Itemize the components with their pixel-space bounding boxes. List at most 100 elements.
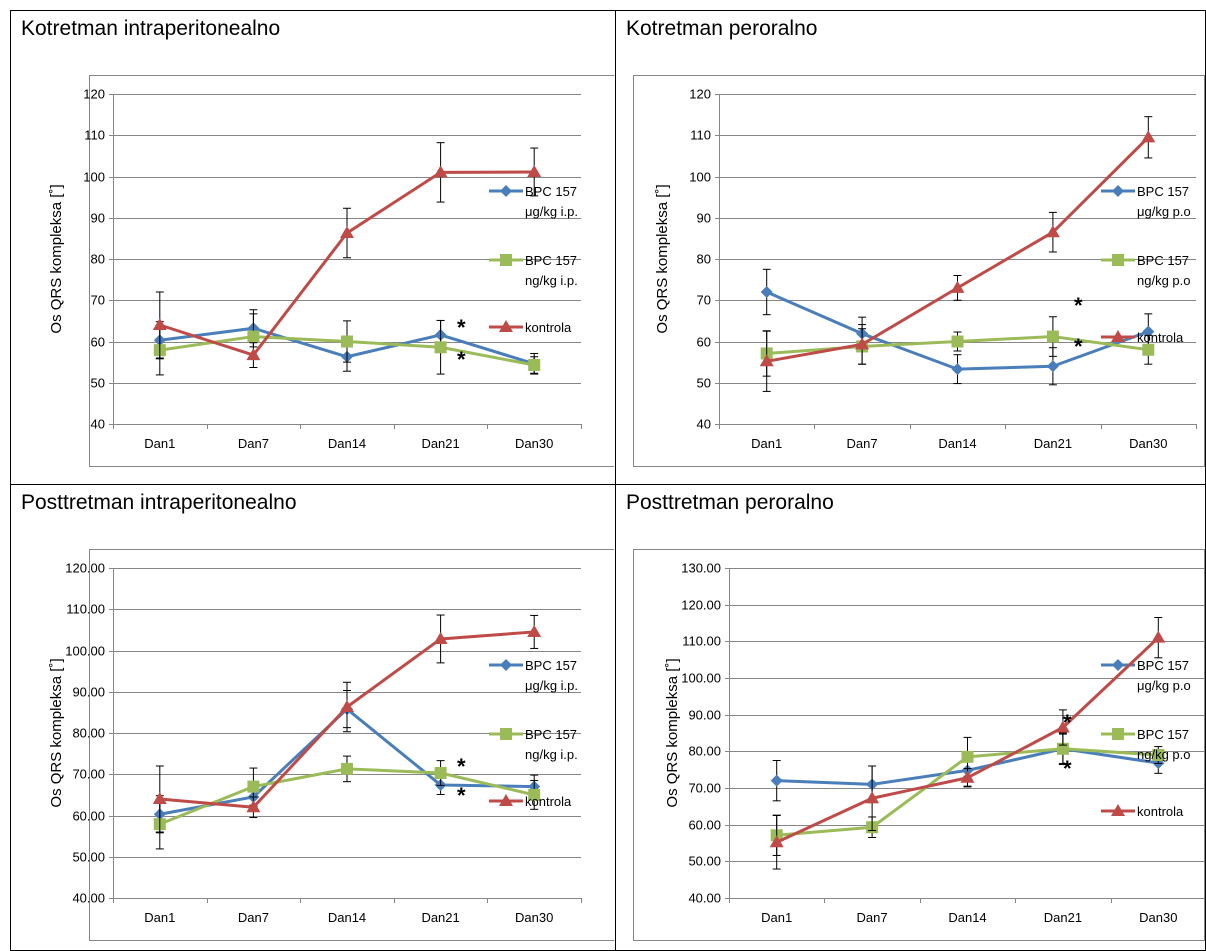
y-tick-label: 120.00 [681, 598, 721, 613]
panel-bottom-left: Posttretman intraperitonealno 40.00 50.00… [10, 484, 615, 951]
data-point [152, 318, 167, 330]
y-tick-label: 70.00 [688, 781, 721, 796]
x-tick-label: Dan1 [144, 910, 175, 925]
significance-asterisk: * [1063, 710, 1072, 735]
y-tick-label: 60.00 [688, 818, 721, 833]
data-point [865, 791, 880, 804]
x-tick-label: Dan30 [1139, 910, 1177, 925]
y-tick-label: 60.00 [72, 809, 105, 824]
y-tick-label: 100 [689, 170, 711, 185]
y-tick-label: 80.00 [688, 744, 721, 759]
legend-marker [1112, 659, 1124, 671]
significance-asterisk: * [1074, 334, 1083, 359]
data-point [961, 750, 974, 763]
series-kontrola [759, 116, 1156, 392]
y-axis-label: Os QRS kompleksa [˚] [48, 658, 65, 807]
y-axis-label: Os QRS kompleksa [˚] [654, 184, 671, 333]
y-tick-label: 110 [690, 128, 711, 143]
panel-title: Posttretman intraperitonealno [21, 491, 297, 514]
y-tick-label: 90 [697, 211, 711, 226]
y-tick-label: 80.00 [72, 726, 105, 741]
data-point [770, 774, 783, 787]
data-point [951, 335, 964, 348]
significance-asterisk: * [457, 315, 466, 340]
chart-posttretman-po: 40.00 50.00 60.00 70.00 80.00 90.00 100.00 110.… [633, 549, 1205, 941]
data-point [1046, 360, 1059, 373]
legend-marker [499, 794, 513, 806]
legend-label: BPC 157 [1137, 184, 1189, 199]
x-tick-label: Dan14 [938, 436, 976, 451]
panel-title: Kotretman peroralno [626, 17, 818, 40]
chart-frame [89, 75, 614, 467]
data-point [340, 226, 354, 239]
legend-marker [500, 659, 512, 671]
legend-marker [1111, 804, 1125, 816]
legend-label: ng/kg p.o [1137, 273, 1191, 288]
data-point [760, 286, 773, 298]
data-point [769, 835, 784, 848]
data-point [528, 359, 541, 372]
data-point [1142, 325, 1155, 338]
x-tick-label: Dan14 [328, 910, 366, 925]
chart-kotretman-ip: 40 50 60 70 80 90 100 110 120 Dan1 Dan7 Dan14 Dan21 D… [48, 75, 614, 467]
y-tick-label: 60 [91, 335, 105, 350]
panel-title: Kotretman intraperitonealno [21, 17, 281, 40]
legend-label: μg/kg p.o [1137, 678, 1191, 693]
legend-label: BPC 157 [1137, 727, 1189, 742]
data-point [759, 354, 774, 367]
significance-asterisk: * [457, 754, 466, 779]
data-point [152, 792, 167, 804]
legend-marker [500, 728, 512, 740]
x-tick-label: Dan21 [421, 910, 459, 925]
data-point [1045, 225, 1060, 238]
data-point [247, 780, 260, 793]
y-axis-label: Os QRS kompleksa [˚] [48, 184, 65, 333]
data-point [1056, 742, 1069, 755]
data-point [341, 335, 353, 348]
x-tick-label: Dan14 [328, 436, 366, 451]
data-point [527, 624, 542, 637]
significance-asterisk: * [457, 347, 466, 372]
y-tick-label: 40.00 [688, 891, 721, 906]
y-tick-label: 90.00 [72, 685, 105, 700]
legend-label: ng/kg p.o [1137, 747, 1191, 762]
data-point [434, 767, 447, 780]
y-tick-label: 120 [689, 87, 711, 102]
legend-label: BPC 157 [525, 184, 577, 199]
data-point [528, 788, 541, 801]
x-tick-label: Dan14 [948, 910, 986, 925]
x-tick-label: Dan21 [1044, 910, 1082, 925]
y-tick-label: 90 [91, 211, 105, 226]
data-point [246, 800, 261, 813]
y-tick-label: 100 [83, 170, 105, 185]
legend-marker [500, 254, 512, 266]
data-point [960, 770, 975, 783]
legend-label: kontrola [1137, 804, 1184, 819]
legend-label: BPC 157 [525, 658, 577, 673]
y-tick-label: 50.00 [72, 850, 105, 865]
data-point [1046, 330, 1059, 343]
significance-asterisk: * [1074, 293, 1083, 318]
data-point [247, 330, 260, 343]
data-point [1141, 130, 1156, 143]
legend-label: kontrola [525, 794, 572, 809]
y-tick-label: 100.00 [65, 644, 105, 659]
legend-label: BPC 157 [525, 253, 577, 268]
legend-marker [1111, 330, 1125, 342]
data-point [950, 280, 965, 293]
legend-label: BPC 157 [525, 727, 577, 742]
y-tick-label: 50.00 [688, 854, 721, 869]
data-point [1151, 630, 1166, 643]
chart-frame [633, 75, 1205, 467]
legend-label: μg/kg i.p. [525, 204, 578, 219]
y-axis-label: Os QRS kompleksa [˚] [664, 658, 681, 807]
y-tick-label: 70 [697, 293, 711, 308]
x-tick-label: Dan7 [847, 436, 878, 451]
y-tick-label: 40 [91, 417, 105, 432]
series-kontrola [769, 617, 1166, 870]
legend-label: BPC 157 [1137, 253, 1189, 268]
y-tick-label: 50 [91, 376, 105, 391]
x-tick-label: Dan21 [421, 436, 459, 451]
y-tick-label: 80 [697, 252, 711, 267]
x-tick-label: Dan7 [238, 910, 269, 925]
